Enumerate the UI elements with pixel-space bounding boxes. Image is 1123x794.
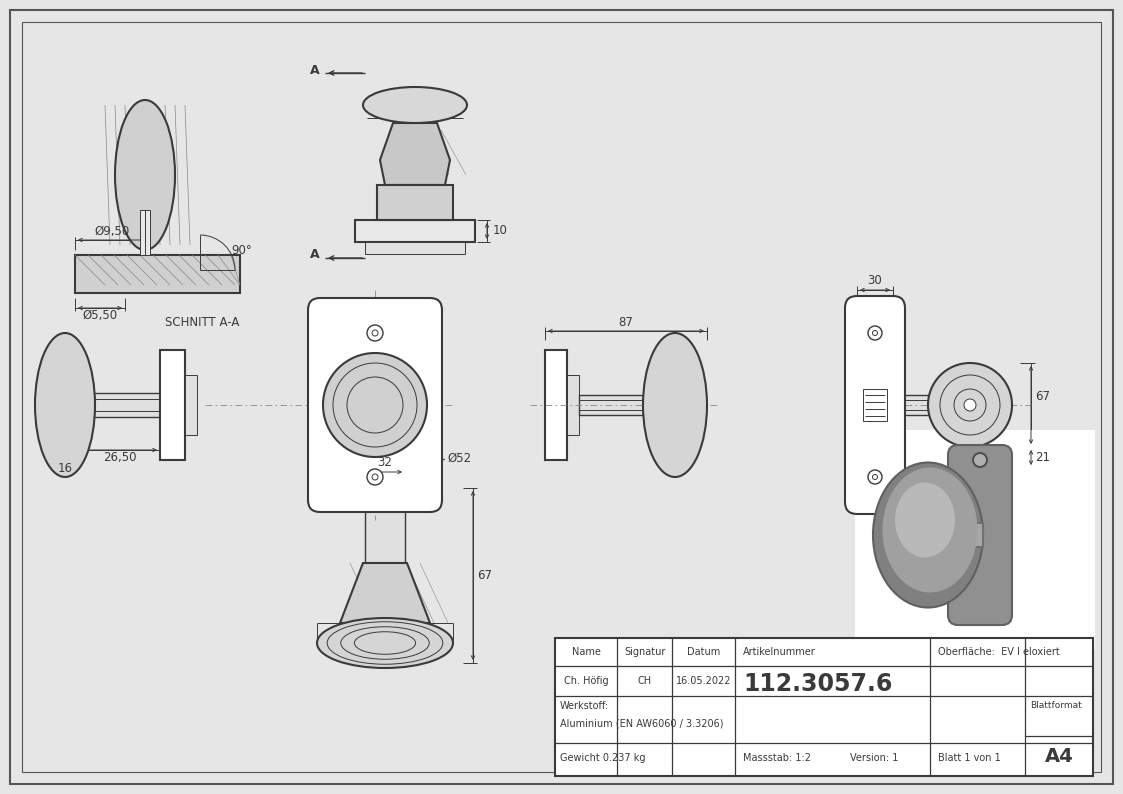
Circle shape xyxy=(868,326,882,340)
Text: 16: 16 xyxy=(57,461,73,475)
Circle shape xyxy=(367,469,383,485)
Circle shape xyxy=(367,325,383,341)
Text: 112.3057.6: 112.3057.6 xyxy=(743,672,893,696)
Ellipse shape xyxy=(895,483,955,557)
Text: 21: 21 xyxy=(1035,451,1050,464)
Circle shape xyxy=(323,353,427,457)
Polygon shape xyxy=(340,563,430,623)
FancyBboxPatch shape xyxy=(844,296,905,514)
Text: 67: 67 xyxy=(477,569,493,582)
Circle shape xyxy=(868,470,882,484)
Circle shape xyxy=(928,363,1012,447)
Text: A: A xyxy=(310,249,320,261)
Polygon shape xyxy=(377,185,453,220)
Circle shape xyxy=(372,330,378,336)
Text: 10: 10 xyxy=(493,225,508,237)
Bar xyxy=(545,350,567,460)
Text: CH: CH xyxy=(638,676,652,686)
Bar xyxy=(958,523,983,547)
FancyBboxPatch shape xyxy=(948,445,1012,625)
Text: 30: 30 xyxy=(868,275,883,287)
Text: Ø5,50: Ø5,50 xyxy=(82,310,118,322)
Text: Datum: Datum xyxy=(687,647,721,657)
Bar xyxy=(893,395,938,415)
Text: Blattformat: Blattformat xyxy=(1030,702,1081,711)
FancyBboxPatch shape xyxy=(308,298,442,512)
Text: 32: 32 xyxy=(377,456,392,468)
Text: Signatur: Signatur xyxy=(624,647,666,657)
Bar xyxy=(140,210,150,255)
Text: Oberfläche:  EV I eloxiert: Oberfläche: EV I eloxiert xyxy=(938,647,1060,657)
Bar xyxy=(567,375,579,435)
Text: 26,50: 26,50 xyxy=(103,452,137,464)
Bar xyxy=(555,638,1093,776)
Circle shape xyxy=(973,453,987,467)
Circle shape xyxy=(873,475,877,480)
Text: Massstab: 1:2: Massstab: 1:2 xyxy=(743,753,811,763)
Bar xyxy=(75,255,240,293)
Text: Artikelnummer: Artikelnummer xyxy=(743,647,815,657)
Text: 67: 67 xyxy=(1035,391,1050,403)
Text: Aluminium (EN AW6060 / 3.3206): Aluminium (EN AW6060 / 3.3206) xyxy=(560,719,723,729)
Bar xyxy=(579,395,651,415)
Text: Ø9,50: Ø9,50 xyxy=(94,225,130,238)
Text: 16.05.2022: 16.05.2022 xyxy=(676,676,732,686)
Bar xyxy=(355,220,475,242)
Text: A: A xyxy=(310,64,320,76)
Text: 90°: 90° xyxy=(231,244,253,256)
Text: 87: 87 xyxy=(619,315,633,329)
Bar xyxy=(159,350,185,460)
Bar xyxy=(862,389,887,421)
Polygon shape xyxy=(380,123,450,185)
Text: Ø52: Ø52 xyxy=(448,452,472,464)
Bar xyxy=(185,375,197,435)
Text: SCHNITT A-A: SCHNITT A-A xyxy=(165,317,239,330)
Ellipse shape xyxy=(643,333,707,477)
Bar xyxy=(80,393,159,417)
Bar xyxy=(365,242,465,254)
Circle shape xyxy=(372,474,378,480)
Ellipse shape xyxy=(317,618,453,668)
Text: Name: Name xyxy=(572,647,601,657)
Text: Gewicht 0.237 kg: Gewicht 0.237 kg xyxy=(560,753,646,763)
Circle shape xyxy=(873,330,877,336)
Bar xyxy=(855,430,1095,650)
Ellipse shape xyxy=(115,100,175,250)
Bar xyxy=(365,488,405,563)
Text: Version: 1: Version: 1 xyxy=(850,753,898,763)
Circle shape xyxy=(964,399,976,411)
Ellipse shape xyxy=(35,333,95,477)
Text: Blatt 1 von 1: Blatt 1 von 1 xyxy=(938,753,1001,763)
Ellipse shape xyxy=(873,462,983,607)
Text: A4: A4 xyxy=(1044,746,1074,765)
Text: Werkstoff:: Werkstoff: xyxy=(560,701,609,711)
Ellipse shape xyxy=(363,87,467,123)
Ellipse shape xyxy=(883,468,977,592)
Text: Ch. Höfig: Ch. Höfig xyxy=(564,676,609,686)
